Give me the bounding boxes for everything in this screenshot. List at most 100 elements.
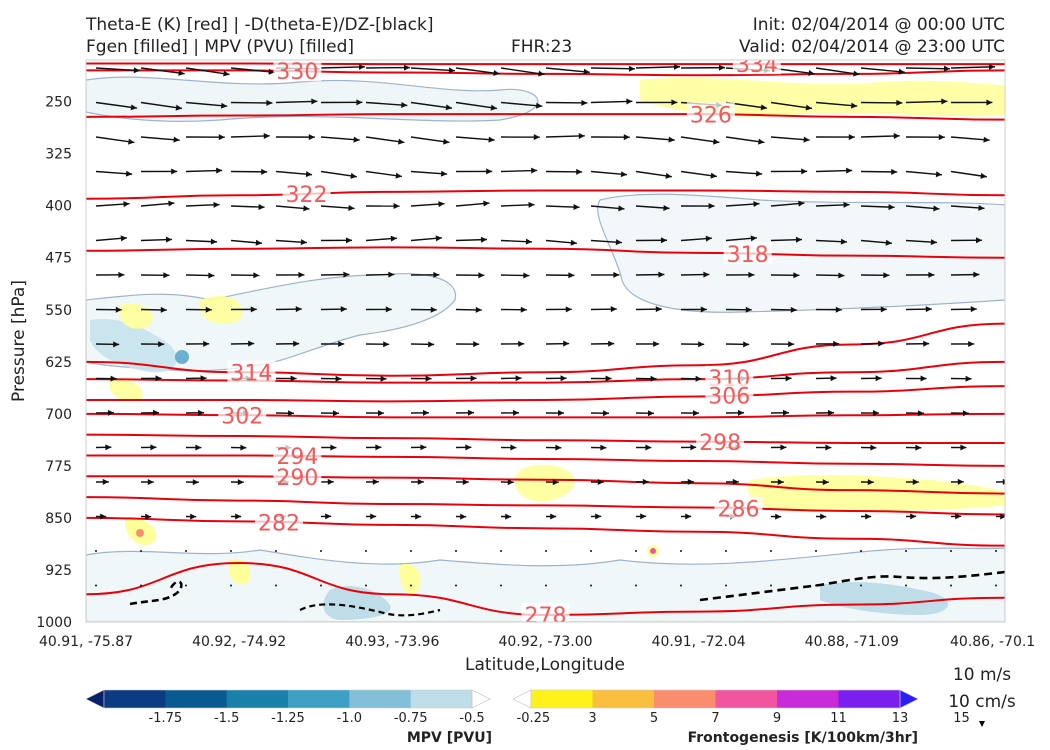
wind-vector-head <box>160 306 167 313</box>
y-tick-label: 475 <box>45 251 72 267</box>
wind-vector-head <box>885 239 892 246</box>
wind-vector-head <box>325 513 332 520</box>
wind-vector-head <box>851 102 858 109</box>
wind-vector-head <box>920 375 927 382</box>
wind-vector-head <box>955 513 962 520</box>
wind-vector-point <box>95 550 97 552</box>
wind-vector-head <box>130 104 138 111</box>
dtheta-dz-contours <box>129 570 1005 617</box>
wind-vector <box>320 66 366 69</box>
wind-vector <box>680 136 720 144</box>
colorbar-arrow <box>899 689 919 709</box>
y-tick-label: 400 <box>45 199 72 215</box>
colorbar-tick-label: 13 <box>892 711 909 726</box>
wind-vector-head <box>523 272 530 279</box>
wind-vector-head <box>390 235 397 242</box>
wind-vector-head <box>102 478 109 485</box>
wind-vector-point <box>410 550 412 552</box>
wind-vector-point <box>185 584 187 587</box>
contour-label-bg <box>273 60 322 82</box>
wind-vector-head <box>462 479 469 486</box>
wind-vector-head <box>870 444 877 451</box>
wind-vector-point <box>140 550 142 552</box>
wind-vector-point <box>770 550 772 552</box>
wind-vector-head <box>223 70 230 77</box>
wind-vector-point <box>725 584 727 587</box>
wind-vector <box>275 170 313 176</box>
wind-vector-head <box>978 204 985 211</box>
wind-vector-head <box>983 136 990 143</box>
wind-vector-head <box>445 104 453 111</box>
wind-vector-point <box>635 550 637 552</box>
wind-vector <box>410 67 455 72</box>
wind-vector-head <box>340 306 347 313</box>
wind-vector-head <box>610 306 617 313</box>
theta-e-line-290 <box>86 475 1005 495</box>
wind-vector-head <box>311 98 318 105</box>
wind-vector-head <box>332 410 339 417</box>
wind-vector <box>860 67 905 73</box>
x-tick-label: 40.86, -70.1 <box>950 634 1035 650</box>
colorbar-segment <box>838 690 901 708</box>
wind-vector-point <box>995 584 997 587</box>
wind-vector-head <box>430 306 437 313</box>
wind-vector <box>590 67 636 70</box>
wind-vector <box>230 135 270 138</box>
wind-vector <box>95 101 138 109</box>
wind-vector-head <box>240 444 247 451</box>
wind-vector-point <box>995 550 997 552</box>
wind-vector-head <box>250 306 257 313</box>
wind-vector-head <box>671 99 678 106</box>
wind-vector-head <box>505 513 512 520</box>
wind-vector-head <box>353 136 360 143</box>
wind-vector <box>545 67 590 73</box>
x-tick-label: 40.91, -72.04 <box>652 634 746 650</box>
wind-vector-head <box>853 70 860 77</box>
wind-vector-point <box>230 550 232 552</box>
wind-vector-head <box>970 306 977 313</box>
wind-vector-head <box>687 478 694 485</box>
contour-label-298: 298 <box>699 431 741 456</box>
wind-vector <box>635 170 672 178</box>
wind-vector <box>185 101 228 107</box>
wind-vector-head <box>915 444 922 451</box>
contour-label-326: 326 <box>690 103 732 128</box>
wind-vector-point <box>950 550 952 552</box>
wind-vector-head <box>760 104 768 111</box>
wind-vector-point <box>590 550 592 552</box>
wind-vector <box>500 169 538 173</box>
wind-vector-head <box>197 409 204 416</box>
wind-vector-head <box>710 172 717 179</box>
wind-vector-head <box>488 136 495 143</box>
wind-vector-head <box>1002 478 1005 485</box>
wind-vector-point <box>500 550 502 552</box>
wind-vector-head <box>570 239 577 246</box>
contour-label-322: 322 <box>286 183 328 208</box>
wind-vector-head <box>293 340 300 347</box>
wind-vector-head <box>898 68 905 75</box>
wind-vector-point <box>815 550 817 552</box>
wind-vector-head <box>163 272 170 279</box>
contour-label-bg <box>273 444 322 467</box>
x-axis-label: Latitude,Longitude <box>465 655 625 675</box>
wind-vector-head <box>263 133 270 140</box>
y-tick-label: 550 <box>45 303 72 319</box>
wind-vector-head <box>520 306 527 313</box>
contour-label-bg <box>723 241 772 264</box>
wind-vector <box>410 136 450 144</box>
wind-vector-head <box>888 204 895 211</box>
wind-vector-head <box>822 479 829 486</box>
wind-vector-head <box>788 341 795 348</box>
wind-vector-point <box>140 584 142 587</box>
wind-vector-head <box>623 134 630 141</box>
wind-vector-head <box>663 204 670 211</box>
wind-vector-head <box>565 306 572 313</box>
wind-vector-head <box>248 340 255 347</box>
wind-vector <box>635 66 681 69</box>
colorbar-tick-label: 15 <box>953 711 970 726</box>
wind-vector-head <box>988 63 995 70</box>
wind-vector-head <box>708 203 715 210</box>
theta-e-line-334 <box>86 62 1005 66</box>
wind-vector <box>95 67 140 72</box>
colorbar-segment <box>715 690 778 708</box>
